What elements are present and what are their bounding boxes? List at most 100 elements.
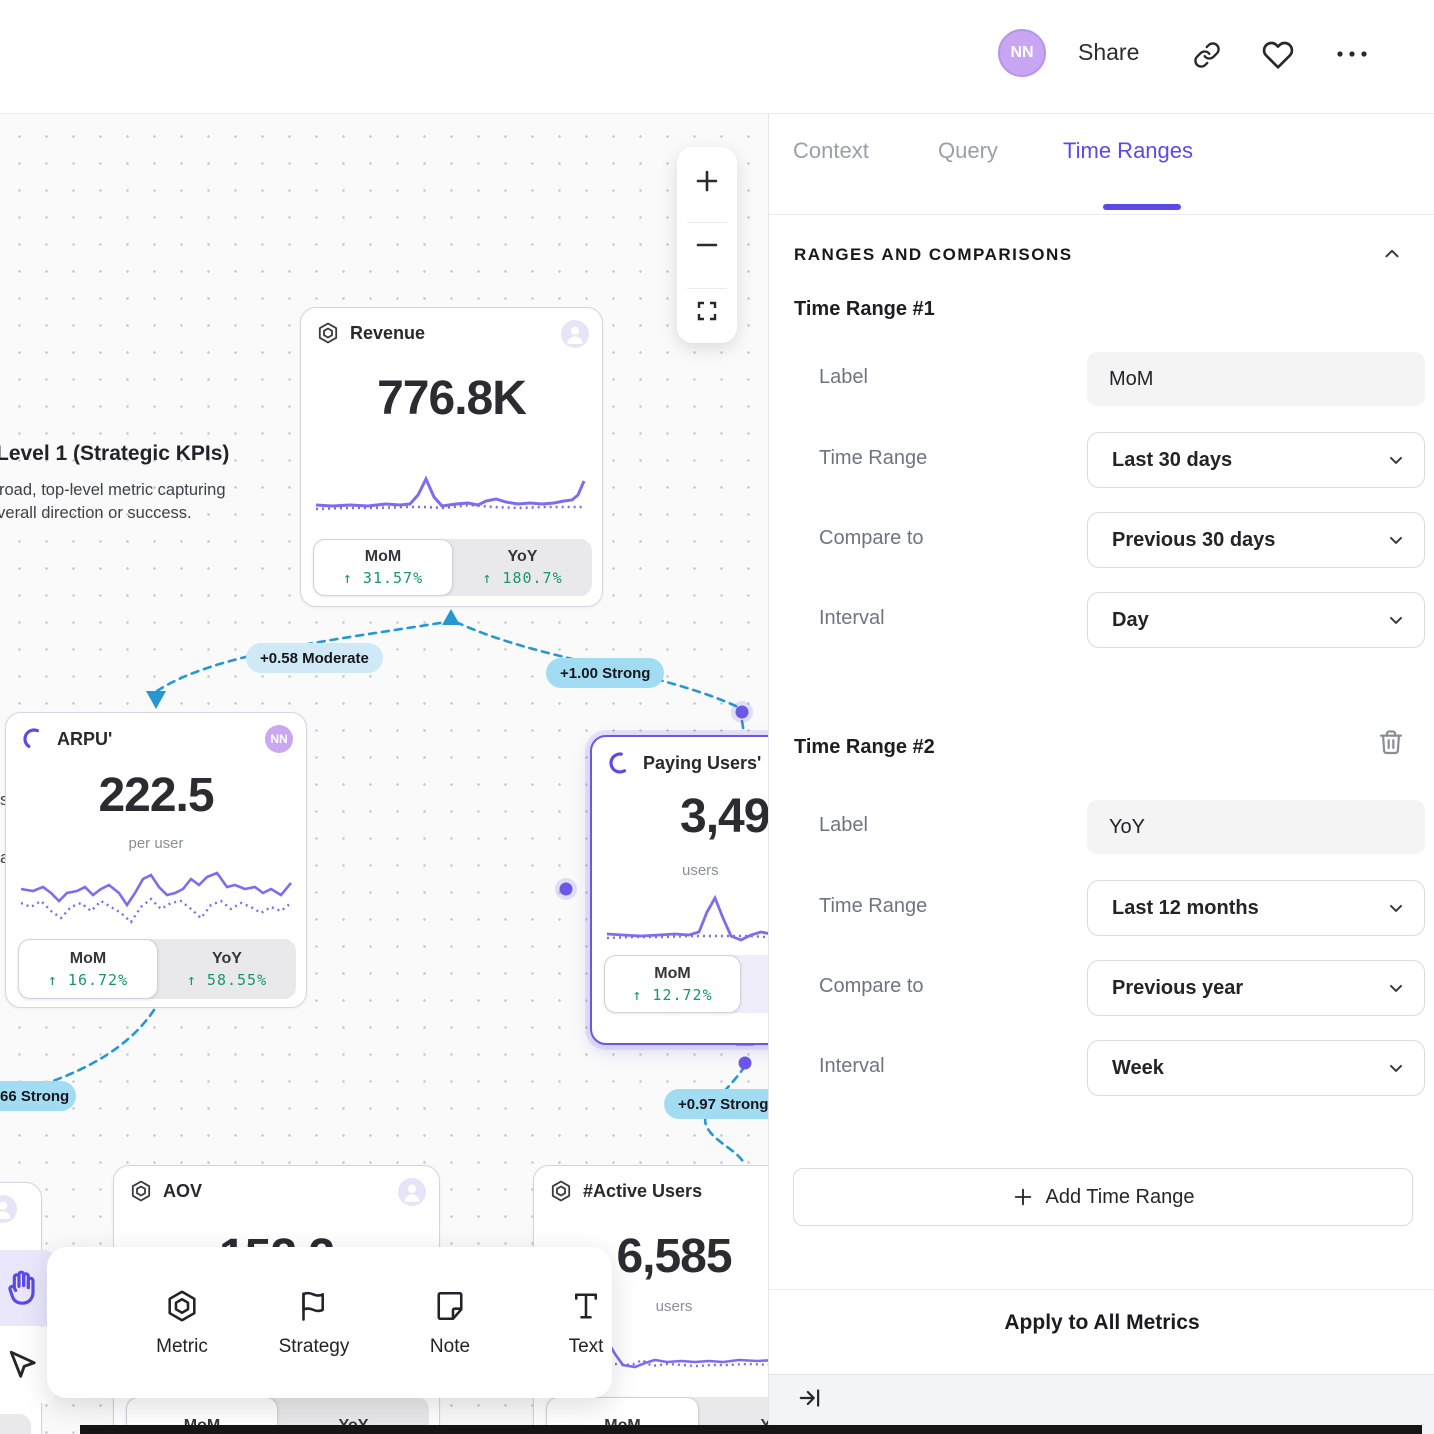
range-2-interval-select[interactable]: Week [1087,1040,1425,1096]
collaborator-badge[interactable]: NN [265,725,293,753]
yoy-delta: ↑ 180.7% [482,569,563,587]
compare-to-caption: Compare to [819,975,924,997]
canvas-toolbar: Metric Strategy Note [47,1247,612,1398]
metric-hexagon-icon [129,1179,153,1203]
hand-tool-button[interactable] [0,1250,56,1326]
range-1-label-input[interactable]: MoM [1087,352,1425,406]
chevron-down-icon [1386,898,1406,918]
interval-caption: Interval [819,607,885,629]
metric-card-paying-users[interactable]: Paying Users' 3,49 users MoM ↑ 12.72% [590,735,768,1045]
card-title: Paying Users' [643,752,762,773]
correlation-badge[interactable]: +0.97 Strong [664,1089,768,1119]
toggle-yoy[interactable]: YoY ↑ 58.55% [186,949,268,989]
add-note-button[interactable]: Note [390,1247,510,1398]
sparkline [605,892,768,952]
chevron-down-icon [1386,450,1406,470]
range-2-compare-select[interactable]: Previous year [1087,960,1425,1016]
label-caption: Label [819,814,868,836]
favorite-heart-icon[interactable] [1262,39,1294,71]
add-text-button[interactable]: Text [526,1247,646,1398]
metric-value: 6,585 [616,1230,732,1283]
metric-unit: users [655,1298,693,1315]
section-title: RANGES AND COMPARISONS [794,245,1073,264]
time-range-caption: Time Range [819,447,928,469]
time-range-caption: Time Range [819,895,928,917]
select-tool-button[interactable] [0,1327,56,1403]
comparison-toggle: MoM ↑ 16.72% YoY ↑ 58.55% [18,939,296,999]
chevron-down-icon [1386,1058,1406,1078]
card-title: AOV [163,1180,203,1201]
add-metric-button[interactable]: Metric [122,1247,242,1398]
apply-to-all-metrics-button[interactable]: Apply to All Metrics [1004,1311,1200,1334]
metric-hexagon-icon [316,321,340,345]
toggle-mom[interactable]: MoM ↑ 31.57% [313,539,453,596]
zoom-control [677,147,737,343]
range-1-time-range-select[interactable]: Last 30 days [1087,432,1425,488]
more-options-icon[interactable] [1335,48,1369,60]
yoy-delta: ↑ 58.55% [186,970,268,989]
panel-footer [769,1374,1434,1434]
collapse-panel-icon[interactable] [797,1385,823,1411]
spinner-arc-icon [21,726,47,752]
chevron-down-icon [1386,610,1406,630]
chevron-down-icon [1386,978,1406,998]
comparison-toggle: MoM ↑ 12.72% [604,955,768,1013]
metric-card-revenue[interactable]: Revenue 776.8K MoM ↑ 31.57% YoY ↑ 18 [300,307,603,607]
metric-card-arpu[interactable]: ARPU' NN 222.5 per user MoM ↑ 16.72% YoY… [5,712,307,1008]
spinner-arc-icon [607,750,633,776]
copy-link-icon[interactable] [1193,41,1221,69]
level-note-title[interactable]: Level 1 (Strategic KPIs) [0,442,230,465]
correlation-badge[interactable]: +0.58 Moderate [246,643,383,673]
mom-delta: ↑ 31.57% [342,569,424,587]
divider [769,1289,1434,1290]
metric-value: 776.8K [377,372,527,425]
correlation-badge[interactable]: 66 Strong [0,1081,76,1111]
clipped-text-fragment: a [0,848,9,868]
tab-time-ranges[interactable]: Time Ranges [1063,138,1194,163]
label-caption: Label [819,366,868,388]
user-avatar[interactable]: NN [998,29,1046,77]
range-2-time-range-select[interactable]: Last 12 months [1087,880,1425,936]
sparkline [314,473,590,519]
tab-query[interactable]: Query [938,138,998,163]
share-button[interactable]: Share [1078,39,1140,65]
mom-delta: ↑ 16.72% [47,970,129,989]
correlation-badge[interactable]: +1.00 Strong [546,658,665,688]
interval-caption: Interval [819,1055,885,1077]
toggle-mom[interactable]: MoM ↑ 12.72% [604,955,741,1013]
delete-range-trash-icon[interactable] [1377,728,1405,756]
metric-unit: per user [128,835,184,852]
mom-delta: ↑ 12.72% [632,985,713,1004]
zoom-in-button[interactable] [677,153,737,209]
text-tool-icon [568,1288,604,1324]
metric-value: 3,49 [680,790,768,843]
plus-icon [1012,1186,1034,1208]
card-title: #Active Users [583,1180,703,1201]
comparison-toggle: MoM ↑ 31.57% YoY ↑ 180.7% [313,539,592,596]
toggle-yoy[interactable]: YoY ↑ 180.7% [482,548,563,587]
metric-hexagon-icon [164,1288,200,1324]
divider [769,214,1434,215]
top-bar: NN Share [0,0,1434,114]
toggle-mom[interactable]: MoM ↑ 16.72% [18,939,158,999]
flag-icon [296,1288,332,1324]
range-1-interval-select[interactable]: Day [1087,592,1425,648]
owner-avatar-placeholder-icon[interactable] [0,1195,17,1223]
fit-view-button[interactable] [677,283,737,339]
range-1-title: Time Range #1 [794,298,935,320]
add-time-range-button[interactable]: Add Time Range [793,1168,1413,1226]
note-icon [432,1288,468,1324]
metric-value: 222.5 [98,769,214,822]
chevron-up-icon[interactable] [1381,243,1403,265]
metric-tree-canvas[interactable]: Level 1 (Strategic KPIs) Broad, top-leve… [0,113,768,1434]
sparkline [19,863,293,935]
range-1-compare-select[interactable]: Previous 30 days [1087,512,1425,568]
owner-avatar-placeholder-icon[interactable] [561,320,589,348]
zoom-out-button[interactable] [677,217,737,273]
add-strategy-button[interactable]: Strategy [254,1247,374,1398]
range-2-label-input[interactable]: YoY [1087,800,1425,854]
active-tab-indicator [1103,204,1181,210]
tab-context[interactable]: Context [793,138,869,163]
owner-avatar-placeholder-icon[interactable] [398,1178,426,1206]
